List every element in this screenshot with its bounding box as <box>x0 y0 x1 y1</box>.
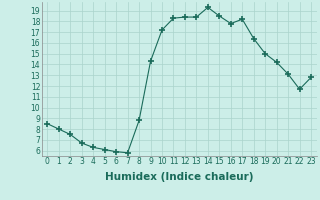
X-axis label: Humidex (Indice chaleur): Humidex (Indice chaleur) <box>105 172 253 182</box>
